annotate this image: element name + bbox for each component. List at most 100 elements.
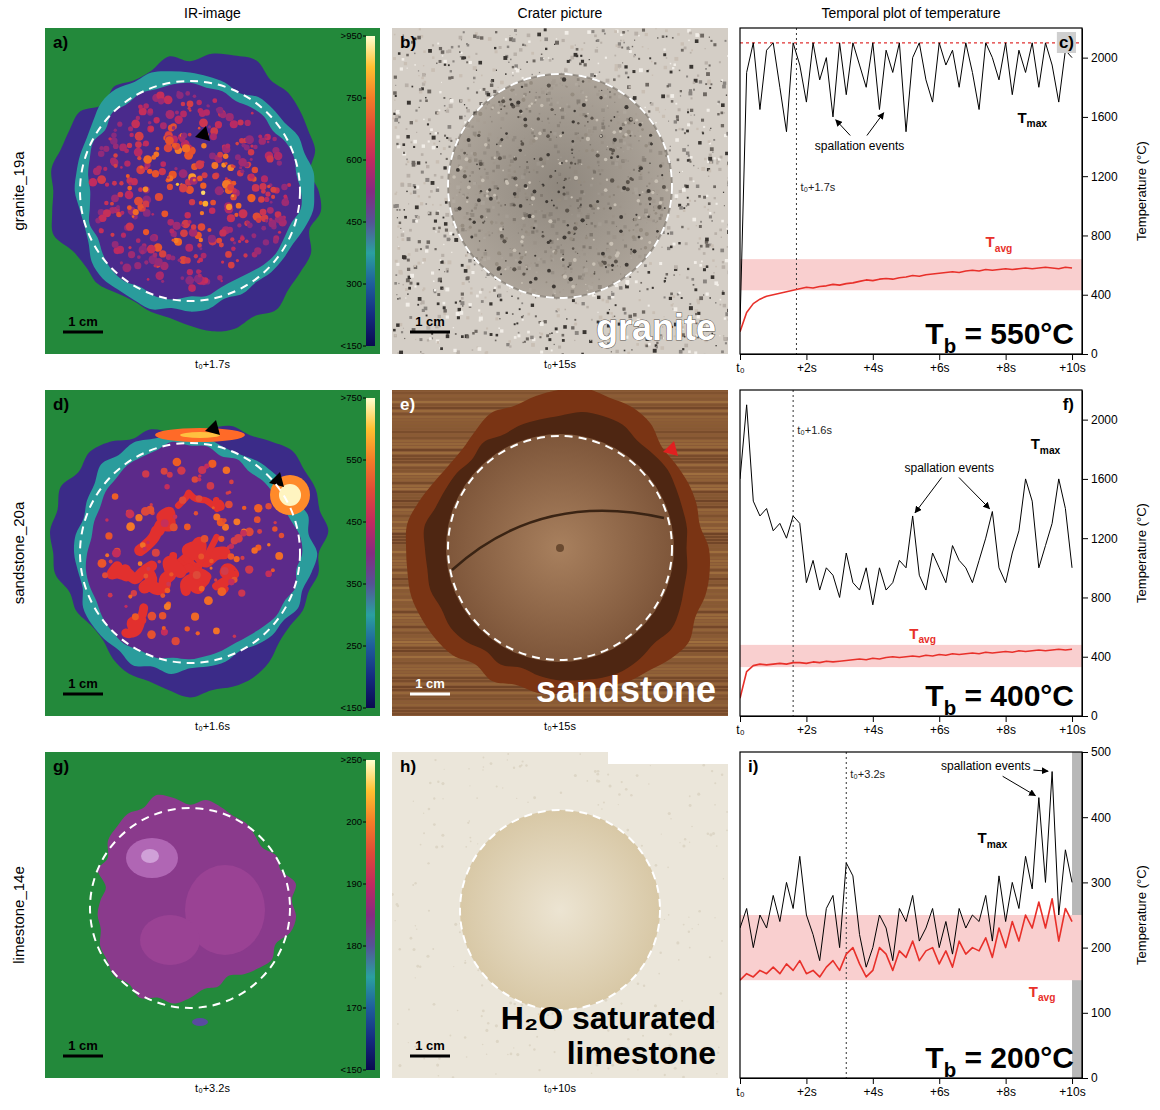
grain bbox=[722, 265, 726, 269]
grain bbox=[720, 304, 722, 306]
grain bbox=[629, 86, 631, 88]
hot-spot bbox=[120, 211, 124, 215]
grain bbox=[444, 135, 446, 137]
hot-spot bbox=[129, 133, 133, 137]
grain bbox=[715, 266, 716, 267]
grain bbox=[556, 331, 558, 333]
hot-spot bbox=[98, 150, 105, 157]
hot-spot bbox=[188, 284, 196, 292]
grain bbox=[409, 316, 412, 319]
hot-spot bbox=[251, 233, 256, 238]
grain bbox=[441, 50, 444, 53]
grain bbox=[459, 74, 462, 77]
hot-spot bbox=[185, 244, 193, 252]
hot-spot bbox=[220, 280, 222, 282]
hot-spot bbox=[144, 260, 148, 264]
grain bbox=[575, 44, 576, 45]
grain bbox=[458, 308, 461, 311]
grain bbox=[674, 265, 678, 269]
hot-spot bbox=[263, 239, 269, 245]
grain bbox=[725, 312, 728, 316]
grain bbox=[451, 252, 452, 253]
grain bbox=[670, 246, 673, 249]
grain bbox=[644, 264, 647, 267]
hot-spot bbox=[256, 218, 261, 223]
grain bbox=[722, 261, 724, 263]
grain bbox=[500, 299, 503, 302]
grain bbox=[574, 340, 575, 341]
colorbar-label: 450 bbox=[346, 216, 362, 227]
grain bbox=[701, 167, 705, 171]
grain bbox=[687, 203, 689, 205]
hot-spot bbox=[172, 239, 175, 242]
grain bbox=[415, 220, 418, 223]
grain bbox=[698, 195, 701, 198]
grain bbox=[490, 333, 493, 336]
grain bbox=[422, 262, 424, 264]
grain bbox=[567, 60, 570, 63]
grain bbox=[710, 40, 712, 42]
hot-spot bbox=[117, 122, 122, 127]
grain bbox=[433, 143, 435, 145]
hot-spot bbox=[142, 208, 146, 212]
hot-spot bbox=[225, 143, 230, 148]
hot-spot bbox=[230, 194, 236, 200]
grain bbox=[393, 117, 395, 119]
grain bbox=[661, 94, 665, 98]
grain bbox=[405, 83, 409, 87]
hot-spot bbox=[156, 272, 164, 280]
grain bbox=[705, 61, 708, 64]
grain bbox=[642, 90, 645, 93]
grain bbox=[663, 48, 665, 50]
grain bbox=[484, 331, 487, 334]
grain bbox=[446, 137, 448, 139]
grain bbox=[727, 55, 728, 57]
grain bbox=[530, 336, 533, 339]
grain bbox=[629, 276, 631, 278]
hot-spot bbox=[104, 201, 108, 205]
grain bbox=[438, 278, 442, 282]
grain bbox=[706, 265, 709, 268]
grain bbox=[445, 228, 448, 231]
grain bbox=[447, 108, 448, 109]
grain bbox=[543, 320, 546, 323]
grain bbox=[667, 226, 670, 229]
grain bbox=[509, 345, 511, 347]
hot-spot bbox=[185, 91, 190, 96]
panel-letter: a) bbox=[53, 33, 68, 52]
hot-spot bbox=[209, 153, 216, 160]
grain bbox=[437, 43, 439, 45]
hot-spot bbox=[245, 120, 251, 126]
grain bbox=[393, 57, 396, 60]
grain bbox=[465, 334, 469, 338]
grain bbox=[706, 292, 709, 295]
hot-spot bbox=[215, 186, 224, 195]
hot-spot bbox=[274, 152, 282, 160]
grain bbox=[667, 233, 669, 235]
hot-spot bbox=[237, 170, 243, 176]
grain bbox=[417, 161, 420, 164]
hot-spot bbox=[199, 247, 202, 250]
grain bbox=[446, 158, 448, 160]
grain bbox=[666, 36, 668, 38]
grain bbox=[512, 38, 516, 42]
hot-spot bbox=[198, 223, 206, 231]
grain bbox=[430, 133, 432, 135]
grain bbox=[699, 237, 701, 239]
grain bbox=[587, 30, 591, 34]
grain bbox=[406, 191, 407, 192]
grain bbox=[443, 217, 445, 219]
hot-spot bbox=[219, 243, 224, 248]
grain bbox=[406, 159, 408, 161]
grain bbox=[415, 339, 416, 340]
grain bbox=[476, 36, 479, 39]
grain bbox=[590, 340, 591, 341]
grain bbox=[427, 240, 431, 244]
grain bbox=[655, 122, 656, 123]
grain bbox=[549, 59, 552, 62]
grain bbox=[432, 44, 434, 46]
hot-spot bbox=[196, 100, 201, 105]
grain bbox=[711, 244, 714, 247]
grain bbox=[422, 144, 425, 147]
hot-spot bbox=[227, 214, 235, 222]
